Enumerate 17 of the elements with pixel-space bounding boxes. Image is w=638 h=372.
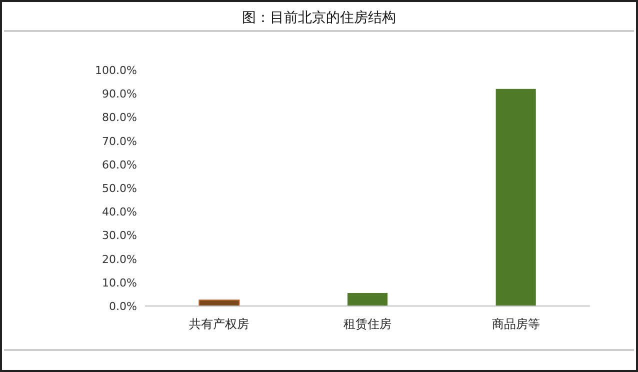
y-tick-label: 100.0% [95,64,137,77]
bar [496,88,536,306]
x-tick-label: 商品房等 [492,317,540,331]
chart-title: 图：目前北京的住房结构 [242,10,396,26]
x-tick-label: 共有产权房 [189,317,250,331]
y-tick-label: 80.0% [102,111,137,124]
y-tick-label: 30.0% [102,229,137,242]
bar [347,293,388,306]
y-tick-label: 0.0% [109,300,137,313]
y-tick-label: 90.0% [102,88,137,101]
y-tick-label: 10.0% [102,276,137,290]
y-tick-label: 50.0% [102,182,137,195]
y-tick-label: 40.0% [102,206,137,219]
x-tick-label: 租赁住房 [344,317,392,331]
y-tick-label: 60.0% [102,158,137,172]
y-tick-label: 70.0% [102,134,137,148]
y-tick-label: 20.0% [102,252,137,266]
